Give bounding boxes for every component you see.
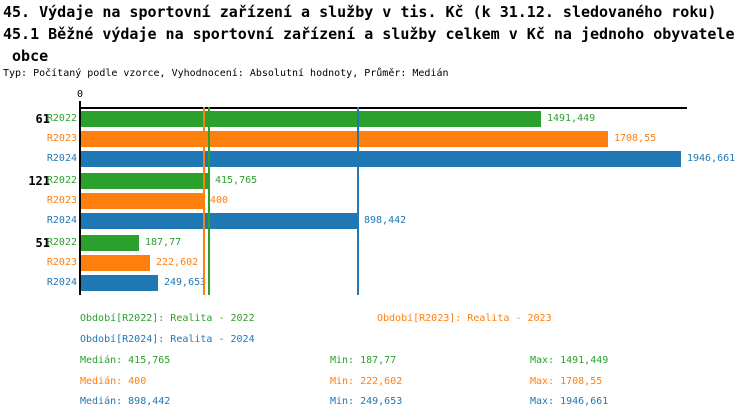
series-label: R2024: [46, 215, 77, 226]
legend-period-r2023: Období[R2023]: Realita - 2023: [377, 313, 552, 324]
bar-value-label: 400: [210, 195, 229, 206]
series-label: R2023: [46, 133, 77, 144]
y-axis-line: [79, 107, 81, 295]
stat-max-r2023: Max: 1708,55: [530, 376, 603, 387]
stat-median-r2023: Medián: 400: [80, 376, 147, 387]
stat-min-r2022: Min: 187,77: [330, 355, 397, 366]
bar-value-label: 1946,661: [687, 153, 736, 164]
group-label: 51: [35, 236, 50, 250]
series-label: R2023: [46, 195, 77, 206]
stat-median-r2024: Medián: 898,442: [80, 396, 171, 407]
median-line-r2022: [208, 107, 210, 295]
series-label: R2022: [46, 175, 77, 186]
bar-value-label: 249,653: [164, 277, 207, 288]
legend-period-r2024: Období[R2024]: Realita - 2024: [80, 334, 255, 345]
bar-r2023-group3: [81, 255, 150, 271]
median-line-r2023: [203, 107, 205, 295]
stat-median-r2022: Medián: 415,765: [80, 355, 171, 366]
bar-r2024-group2: [81, 213, 358, 229]
bar-value-label: 187,77: [145, 237, 182, 248]
group-label: 121: [28, 174, 50, 188]
stat-max-r2022: Max: 1491,449: [530, 355, 609, 366]
series-label: R2024: [46, 277, 77, 288]
series-label: R2022: [46, 237, 77, 248]
report-meta-line: Typ: Počítaný podle vzorce, Vyhodnocení:…: [3, 68, 449, 79]
bar-value-label: 1708,55: [614, 133, 657, 144]
stat-min-r2023: Min: 222,602: [330, 376, 403, 387]
series-label: R2024: [46, 153, 77, 164]
bar-r2024-group1: [81, 151, 681, 167]
bar-value-label: 415,765: [215, 175, 258, 186]
median-line-r2024: [357, 107, 359, 295]
bar-r2023-group1: [81, 131, 608, 147]
legend-period-r2022: Období[R2022]: Realita - 2022: [80, 313, 255, 324]
bar-r2022-group1: [81, 111, 541, 127]
report-title-line1: 45. Výdaje na sportovní zařízení a služb…: [3, 3, 717, 21]
bar-r2022-group3: [81, 235, 139, 251]
group-label: 61: [35, 112, 50, 126]
bar-value-label: 1491,449: [547, 113, 596, 124]
bar-r2024-group3: [81, 275, 158, 291]
stat-max-r2024: Max: 1946,661: [530, 396, 609, 407]
report-title-line2: 45.1 Běžné výdaje na sportovní zařízení …: [3, 25, 735, 43]
x-axis-line: [79, 107, 687, 109]
bar-value-label: 222,602: [156, 257, 199, 268]
bar-r2023-group2: [81, 193, 204, 209]
series-label: R2022: [46, 113, 77, 124]
x-axis-tick: [79, 101, 81, 107]
x-axis-zero-label: 0: [76, 89, 84, 100]
series-label: R2023: [46, 257, 77, 268]
report-title-line3: obce: [3, 47, 49, 65]
bar-value-label: 898,442: [364, 215, 407, 226]
bar-r2022-group2: [81, 173, 209, 189]
stat-min-r2024: Min: 249,653: [330, 396, 403, 407]
